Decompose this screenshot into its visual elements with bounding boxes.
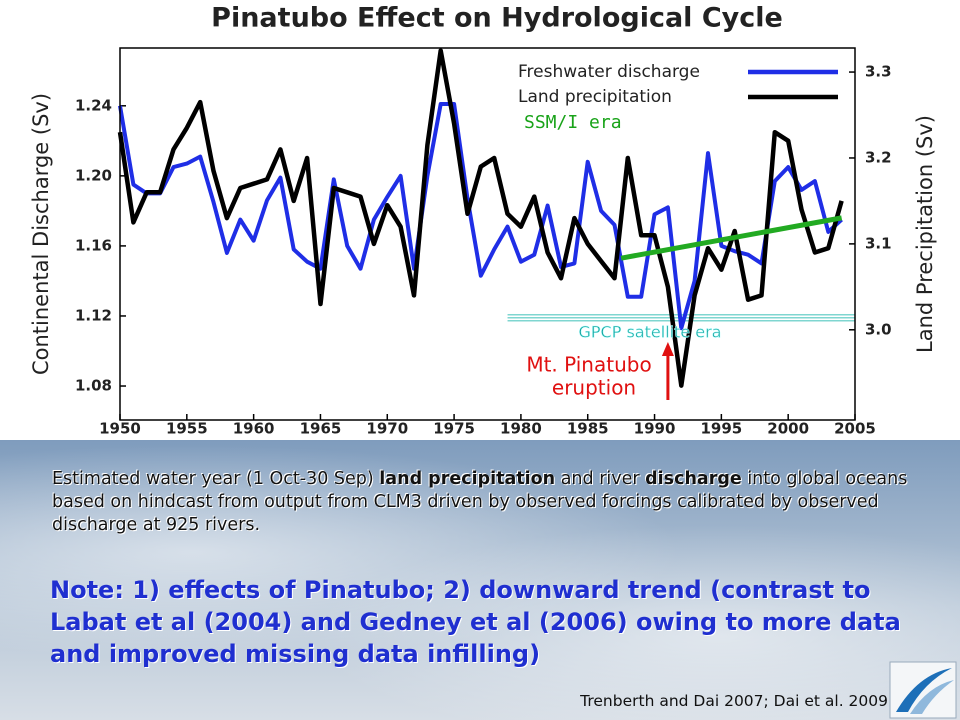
y2-tick-label: 3.0	[865, 320, 892, 338]
y-axis-label: Continental Discharge (Sv)	[29, 93, 53, 375]
trend-line	[620, 215, 843, 261]
legend-label: Land precipitation	[518, 87, 672, 107]
caption-text: and river	[555, 469, 646, 489]
annotation: SSM/I era	[524, 112, 622, 133]
x-tick-label: 1955	[166, 420, 208, 438]
note: Note: 1) effects of Pinatubo; 2) downwar…	[50, 576, 901, 668]
annotation: GPCP satellite era	[579, 323, 722, 342]
x-tick-label: 1950	[99, 420, 141, 438]
legend-label: Freshwater discharge	[518, 62, 700, 82]
y-tick-label: 1.20	[75, 166, 112, 184]
logo-swoosh	[910, 680, 954, 714]
series-line	[117, 48, 844, 388]
y2-axis-label: Land Precipitation (Sv)	[913, 115, 937, 353]
x-tick-label: 1990	[634, 420, 676, 438]
eruption-arrowhead	[661, 342, 674, 356]
x-tick-label: 1970	[366, 420, 408, 438]
x-tick-label: 1960	[233, 420, 275, 438]
x-tick-label: 1985	[567, 420, 609, 438]
y2-tick-label: 3.2	[865, 148, 892, 166]
logo	[889, 661, 957, 719]
x-tick-label: 2000	[767, 420, 809, 438]
series-line	[118, 102, 843, 331]
chart: Pinatubo Effect on Hydrological Cycle Co…	[29, 3, 937, 438]
y-tick-label: 1.12	[75, 306, 112, 324]
y-tick-label: 1.08	[75, 377, 112, 395]
caption-bold: discharge	[645, 469, 742, 489]
y-tick-label: 1.16	[75, 236, 112, 254]
annotation: Mt. Pinatubo	[526, 353, 651, 377]
caption-text: into global oceans based on hindcast fro…	[52, 469, 908, 535]
plot-frame	[119, 47, 856, 421]
citation: Trenberth and Dai 2007; Dai et al. 2009	[580, 692, 888, 710]
x-tick-label: 1995	[700, 420, 742, 438]
chart-title: Pinatubo Effect on Hydrological Cycle	[211, 3, 783, 34]
y2-tick-label: 3.3	[865, 63, 892, 81]
x-tick-label: 2005	[834, 420, 876, 438]
caption-bold: land precipitation	[379, 469, 556, 489]
y-tick-label: 1.24	[75, 96, 112, 114]
caption: Estimated water year (1 Oct-30 Sep) land…	[52, 468, 922, 537]
x-tick-label: 1965	[300, 420, 342, 438]
caption-text: Estimated water year (1 Oct-30 Sep)	[52, 469, 380, 489]
background	[0, 440, 960, 720]
x-tick-label: 1975	[433, 420, 475, 438]
y2-tick-label: 3.1	[865, 234, 892, 252]
x-tick-label: 1980	[500, 420, 542, 438]
annotation: eruption	[552, 376, 636, 400]
logo-swoosh	[896, 668, 952, 712]
